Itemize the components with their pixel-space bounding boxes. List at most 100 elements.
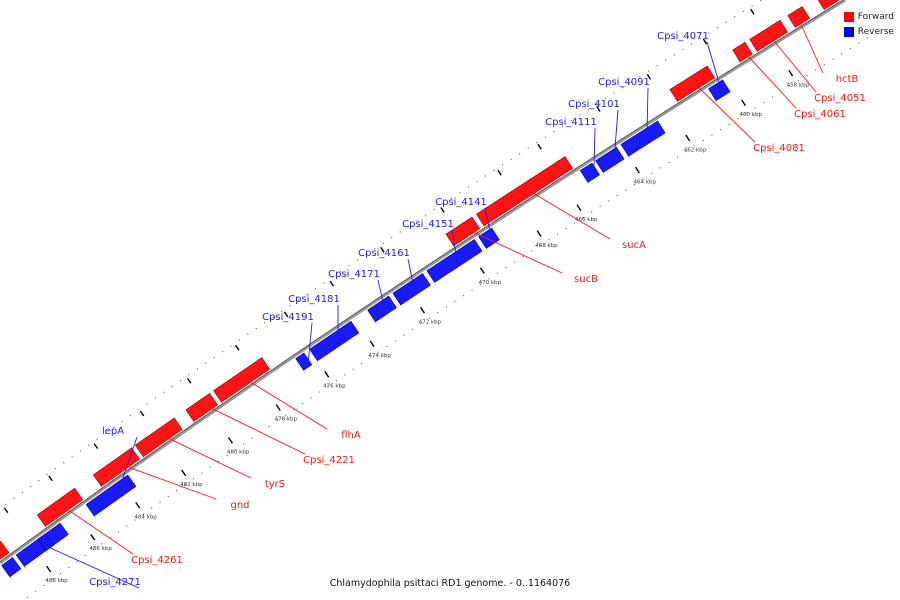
forward-gene	[134, 417, 183, 461]
gene-face	[367, 295, 397, 323]
forward-gene	[185, 392, 219, 425]
tick-label: 474 kbp	[368, 353, 391, 359]
gene-face	[478, 227, 500, 249]
gene-leader-line	[451, 229, 459, 267]
gene-face	[185, 392, 219, 422]
gene-leader-line	[646, 87, 649, 145]
tick-label: 488 kbp	[45, 578, 68, 584]
tick-label: 478 kbp	[275, 417, 298, 423]
gene-label: Cpsi_4221	[303, 455, 355, 466]
reverse-gene	[595, 146, 625, 176]
inner-tick	[497, 169, 502, 176]
scale-tick	[369, 340, 375, 348]
gene-label: Cpsi_4141	[435, 197, 487, 208]
tick-label: 484 kbp	[134, 514, 157, 520]
forward-gene	[749, 19, 788, 55]
gene-label: gnd	[230, 500, 249, 511]
forward-swatch	[843, 11, 854, 22]
gene-leader-line	[764, 29, 817, 93]
gene-face	[426, 239, 483, 283]
forward-gene	[732, 41, 753, 66]
gene-label: sucB	[574, 274, 598, 285]
forward-gene	[0, 540, 10, 565]
tick-label: 482 kbp	[180, 482, 203, 488]
gene-face	[749, 19, 788, 52]
genome-backbone	[0, 0, 846, 565]
gene-face	[475, 156, 574, 227]
inner-tick	[139, 410, 145, 417]
legend: Forward Reverse	[843, 9, 894, 39]
inner-tick	[702, 38, 708, 45]
scale-tick	[479, 267, 485, 274]
gene-label: Cpsi_4091	[598, 77, 650, 88]
genome-backbone-edge	[0, 0, 844, 563]
gene-label: Cpsi_4081	[753, 143, 805, 154]
tick-label: 470 kbp	[479, 280, 502, 286]
reverse-gene	[620, 120, 666, 160]
scale-tick	[536, 230, 542, 237]
gene-label: Cpsi_4111	[545, 117, 597, 128]
gene-face	[595, 146, 625, 173]
reverse-gene	[85, 474, 137, 520]
gene-face	[708, 79, 731, 102]
gene-leader-line	[49, 547, 140, 589]
gene-face	[579, 162, 601, 183]
gene-label: Cpsi_4261	[131, 555, 183, 566]
legend-reverse-label: Reverse	[857, 26, 894, 37]
reverse-gene	[309, 320, 360, 365]
gene-face	[92, 447, 141, 487]
legend-forward: Forward	[843, 9, 894, 24]
legend-reverse: Reverse	[843, 24, 894, 39]
forward-gene	[445, 216, 481, 250]
gene-label: tyrS	[265, 479, 285, 490]
gene-leader-line	[237, 373, 328, 430]
inner-tick	[596, 106, 601, 112]
gene-label: lepA	[102, 426, 124, 437]
reverse-gene	[392, 273, 431, 309]
inner-tick	[283, 311, 289, 318]
tick-label: 486 kbp	[89, 546, 112, 552]
gene-leader-line	[738, 45, 797, 109]
gene-leader-line	[55, 501, 134, 555]
scale-tick	[181, 469, 187, 477]
reverse-gene	[579, 162, 601, 186]
scale-tick	[90, 534, 96, 541]
gene-leader-line	[307, 322, 313, 368]
gene-leader-line	[197, 401, 306, 455]
reverse-gene	[708, 79, 731, 105]
gene-face	[817, 0, 840, 10]
inner-tick	[3, 507, 9, 514]
gene-face	[213, 357, 271, 403]
gene-label: Cpsi_4271	[89, 577, 141, 588]
reverse-gene	[367, 295, 397, 326]
gene-leader-line	[520, 185, 611, 240]
reverse-gene	[426, 239, 483, 286]
gene-label: Cpsi_4071	[657, 31, 709, 42]
gene-leader-line	[593, 127, 596, 179]
gene-label: sucA	[622, 240, 646, 251]
gene-face	[85, 474, 137, 517]
tick-label: 468 kbp	[535, 243, 558, 249]
gene-label: Cpsi_4061	[794, 109, 846, 120]
reverse-gene	[1, 557, 22, 581]
label-layer: Cpsi_4071 Cpsi_4091 Cpsi_4101 Cpsi_4111 Cpsi…	[49, 10, 866, 589]
gene-label: Cpsi_4171	[328, 269, 380, 280]
inner-tick	[750, 8, 755, 15]
scale-tick	[46, 565, 52, 573]
tick-label: 476 kbp	[323, 384, 346, 390]
inner-tick	[234, 344, 240, 351]
forward-gene	[213, 357, 271, 406]
gene-leader-line	[407, 258, 416, 296]
gene-face	[36, 487, 84, 527]
scale-tick	[685, 134, 691, 142]
gene-leader-line	[706, 41, 724, 97]
forward-gene	[92, 447, 141, 490]
inner-tick	[329, 280, 334, 287]
gene-label: Cpsi_4051	[814, 93, 866, 104]
gene-label: hctB	[836, 74, 859, 85]
forward-gene	[36, 487, 84, 530]
reverse-swatch	[843, 26, 854, 37]
reverse-gene	[295, 352, 313, 374]
gene-label: Cpsi_4191	[262, 312, 314, 323]
